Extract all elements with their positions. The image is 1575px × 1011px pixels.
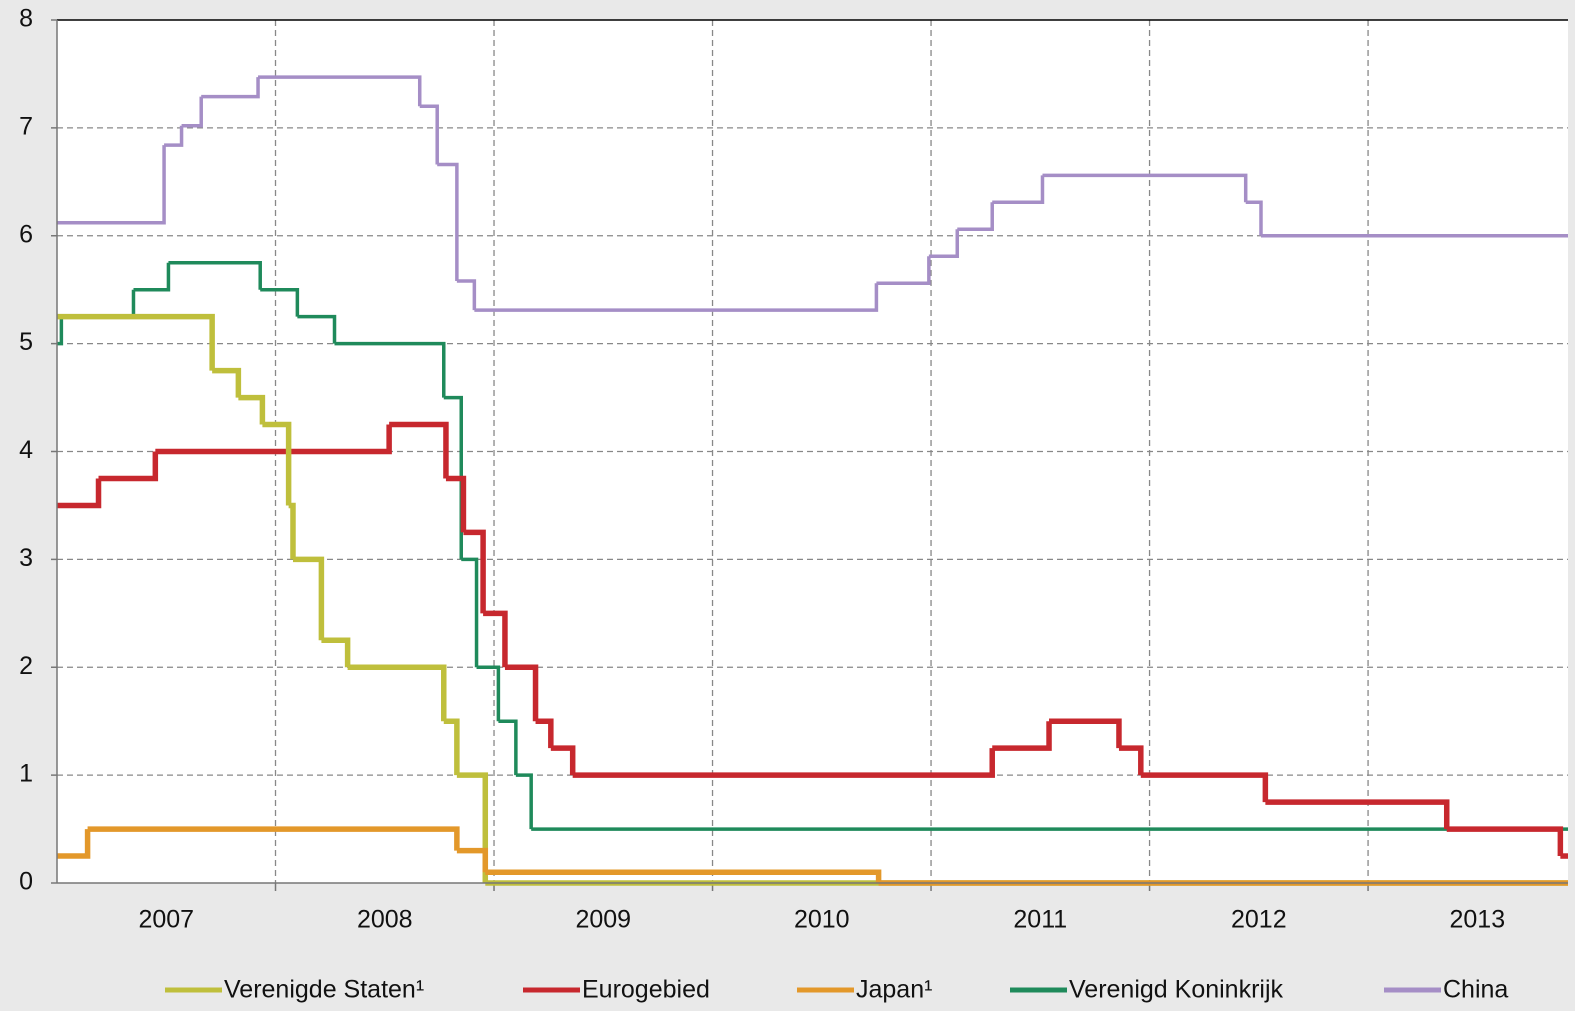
- step-segment: [168, 260, 262, 290]
- step-segment: [461, 557, 479, 668]
- step-segment: [164, 125, 184, 147]
- y-tick-label: 1: [19, 760, 33, 788]
- step-segment: [258, 75, 422, 107]
- step-segment: [456, 847, 489, 873]
- step-segment: [1140, 772, 1269, 803]
- step-segment: [57, 313, 215, 371]
- series-line: [57, 75, 1568, 312]
- series-line: [57, 421, 1568, 859]
- step-segment: [155, 424, 392, 455]
- step-segment: [476, 665, 501, 722]
- step-segment: [262, 421, 292, 506]
- step-segment: [133, 262, 171, 292]
- y-tick-label: 3: [19, 544, 33, 572]
- step-segment: [992, 175, 1045, 205]
- y-tick-label: 2: [19, 652, 33, 680]
- step-segment: [347, 664, 447, 722]
- x-tick-label: 2008: [357, 906, 413, 934]
- y-tick-label: 8: [19, 5, 33, 33]
- x-tick-label: 2011: [1013, 906, 1067, 934]
- y-tick-label: 5: [19, 328, 33, 356]
- step-segment: [57, 478, 102, 509]
- step-segment: [957, 202, 994, 232]
- y-tick-label: 7: [19, 112, 33, 140]
- step-segment: [288, 502, 296, 560]
- x-tick-label: 2010: [794, 906, 850, 934]
- step-segment: [550, 745, 576, 776]
- step-segment: [1042, 173, 1248, 203]
- step-segment: [485, 869, 882, 883]
- step-segment: [260, 287, 300, 317]
- step-segment: [876, 256, 931, 285]
- step-segment: [992, 721, 1052, 751]
- step-segment: [483, 610, 508, 668]
- step-segment: [1265, 799, 1450, 830]
- step-segment: [474, 283, 879, 312]
- step-segment: [321, 637, 351, 668]
- step-segment: [504, 664, 539, 722]
- step-segment: [463, 529, 486, 614]
- step-segment: [57, 145, 166, 225]
- y-tick-label: 0: [19, 868, 33, 896]
- step-segment: [1245, 200, 1263, 236]
- step-segment: [238, 394, 266, 425]
- legend-label: Japan¹: [856, 976, 932, 1004]
- step-segment: [57, 316, 64, 346]
- step-segment: [201, 77, 260, 99]
- step-segment: [389, 421, 449, 479]
- step-segment: [443, 718, 460, 776]
- x-tick-label: 2012: [1231, 906, 1287, 934]
- step-segment: [334, 341, 446, 398]
- step-segment: [57, 829, 91, 859]
- step-segment: [1118, 745, 1144, 776]
- legend-label: Verenigd Koninkrijk: [1069, 976, 1284, 1004]
- x-tick-label: 2007: [138, 906, 194, 934]
- step-segment: [87, 826, 460, 851]
- y-tick-label: 4: [19, 436, 33, 464]
- step-segment: [212, 367, 242, 398]
- legend-label: Verenigde Staten¹: [224, 976, 424, 1004]
- step-segment: [297, 314, 337, 344]
- legend-label: China: [1443, 976, 1508, 1004]
- step-segment: [1446, 826, 1564, 857]
- legend-label: Eurogebied: [582, 976, 710, 1004]
- step-segment: [445, 475, 467, 533]
- step-segment: [498, 719, 518, 776]
- step-segment: [292, 556, 325, 641]
- step-segment: [456, 772, 489, 883]
- step-segment: [437, 162, 459, 282]
- step-segment: [181, 96, 203, 128]
- step-segment: [419, 104, 439, 165]
- x-tick-label: 2013: [1450, 906, 1506, 934]
- y-tick-label: 6: [19, 220, 33, 248]
- step-segment: [456, 279, 477, 311]
- step-segment: [1049, 718, 1122, 749]
- step-segment: [572, 748, 995, 778]
- step-segment: [98, 451, 159, 482]
- step-segment: [928, 229, 960, 258]
- step-segment: [535, 718, 554, 749]
- x-tick-label: 2009: [575, 906, 631, 934]
- step-segment: [515, 773, 533, 830]
